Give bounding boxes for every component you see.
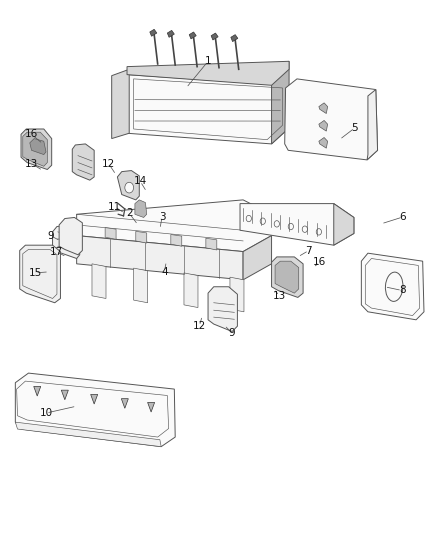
Polygon shape	[167, 30, 174, 37]
Polygon shape	[105, 228, 116, 239]
Polygon shape	[285, 79, 378, 160]
Polygon shape	[30, 139, 46, 155]
Polygon shape	[91, 394, 98, 404]
Polygon shape	[189, 32, 196, 39]
Polygon shape	[148, 402, 155, 412]
Polygon shape	[59, 217, 82, 255]
Text: 14: 14	[134, 176, 147, 186]
Circle shape	[125, 182, 134, 193]
Text: 16: 16	[313, 257, 326, 267]
Polygon shape	[23, 132, 47, 166]
Polygon shape	[112, 69, 129, 139]
Polygon shape	[243, 236, 272, 280]
Text: 6: 6	[399, 212, 406, 222]
Polygon shape	[206, 238, 217, 250]
Text: 1: 1	[205, 56, 212, 66]
Polygon shape	[77, 200, 272, 252]
Text: 13: 13	[25, 159, 38, 168]
Polygon shape	[117, 171, 139, 200]
Polygon shape	[275, 261, 299, 293]
Polygon shape	[272, 257, 303, 297]
Text: 16: 16	[25, 130, 38, 139]
Text: 15: 15	[28, 268, 42, 278]
Polygon shape	[211, 33, 218, 40]
Polygon shape	[34, 386, 41, 396]
Text: 11: 11	[108, 202, 121, 212]
Polygon shape	[319, 103, 328, 114]
Text: 9: 9	[229, 328, 236, 338]
Polygon shape	[171, 235, 182, 246]
Text: 13: 13	[273, 291, 286, 301]
Polygon shape	[231, 35, 238, 42]
Polygon shape	[240, 204, 354, 245]
Polygon shape	[21, 129, 52, 169]
Polygon shape	[121, 399, 128, 408]
Polygon shape	[150, 29, 157, 36]
Polygon shape	[184, 273, 198, 308]
Polygon shape	[319, 138, 328, 148]
Polygon shape	[53, 225, 80, 259]
Polygon shape	[61, 390, 68, 400]
Polygon shape	[319, 120, 328, 131]
Text: 17: 17	[49, 247, 63, 256]
Polygon shape	[77, 236, 243, 280]
Polygon shape	[127, 75, 289, 144]
Polygon shape	[15, 373, 175, 447]
Polygon shape	[230, 277, 244, 312]
Text: 2: 2	[126, 208, 133, 218]
Polygon shape	[334, 204, 354, 245]
Polygon shape	[367, 90, 378, 160]
Polygon shape	[208, 287, 237, 332]
Polygon shape	[72, 144, 94, 180]
Text: 9: 9	[47, 231, 54, 240]
Polygon shape	[135, 200, 147, 217]
Polygon shape	[15, 422, 161, 447]
Polygon shape	[361, 253, 424, 320]
Polygon shape	[92, 264, 106, 298]
Polygon shape	[127, 61, 289, 85]
Text: 5: 5	[351, 123, 358, 133]
Polygon shape	[136, 231, 147, 243]
Polygon shape	[272, 61, 289, 144]
Text: 4: 4	[161, 267, 168, 277]
Text: 12: 12	[102, 159, 115, 168]
Text: 8: 8	[399, 286, 406, 295]
Text: 10: 10	[39, 408, 53, 418]
Text: 7: 7	[305, 246, 312, 255]
Polygon shape	[134, 268, 148, 303]
Polygon shape	[20, 245, 60, 303]
Text: 3: 3	[159, 212, 166, 222]
Text: 12: 12	[193, 321, 206, 331]
